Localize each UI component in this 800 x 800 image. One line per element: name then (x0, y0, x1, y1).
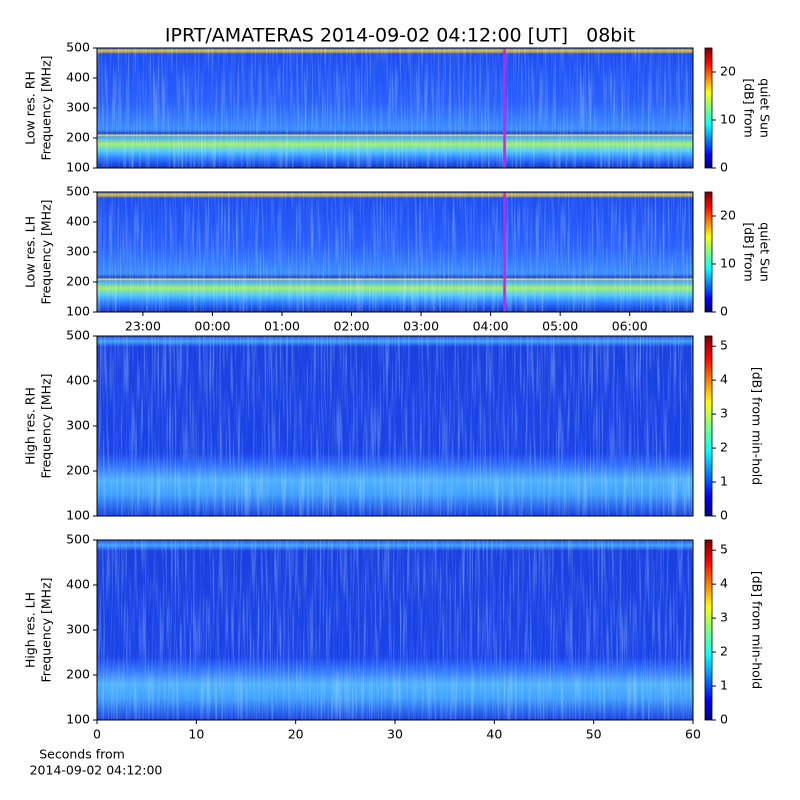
colorbar-tick-label: 3 (720, 610, 728, 625)
x-tick-label: 40 (486, 727, 502, 742)
colorbar-tick-label: 10 (720, 256, 736, 271)
x-tick-label: 23:00 (125, 319, 161, 334)
y-tick-label: 200 (66, 667, 90, 682)
y-tick-label: 100 (66, 160, 90, 175)
colorbar-tick-label: 0 (720, 712, 728, 727)
y-tick-label: 300 (66, 622, 90, 637)
colorbar-tick-label: 20 (720, 208, 736, 223)
y-tick-label: 300 (66, 100, 90, 115)
colorbar-label: [dB] from (742, 78, 757, 137)
colorbar-tick-label: 1 (720, 678, 728, 693)
colorbar (704, 47, 713, 169)
x-tick-label: 20 (288, 727, 304, 742)
y-tick-label: 300 (66, 418, 90, 433)
colorbar-tick-label: 0 (720, 160, 728, 175)
x-axis-label: 2014-09-02 04:12:00 (30, 763, 163, 778)
y-axis-label: Frequency [MHz] (39, 577, 54, 682)
chart-title: IPRT/AMATERAS 2014-09-02 04:12:00 [UT] 0… (165, 25, 635, 47)
y-tick-label: 100 (66, 304, 90, 319)
x-tick-label: 50 (586, 727, 602, 742)
colorbar-tick-label: 1 (720, 474, 728, 489)
y-tick-label: 500 (66, 40, 90, 55)
colorbar (704, 335, 713, 517)
y-axis-label: Frequency [MHz] (39, 199, 54, 304)
x-tick-label: 03:00 (403, 319, 439, 334)
y-tick-label: 500 (66, 328, 90, 343)
y-tick-label: 400 (66, 214, 90, 229)
colorbar-label: quiet Sun (758, 222, 773, 282)
x-axis-label: Seconds from (39, 747, 125, 762)
colorbar (704, 539, 713, 721)
y-tick-label: 200 (66, 463, 90, 478)
y-axis-label: Frequency [MHz] (39, 373, 54, 478)
spectrogram-texture (97, 192, 693, 312)
x-tick-label: 0 (93, 727, 101, 742)
spectrogram-texture (97, 48, 693, 168)
y-tick-label: 100 (66, 712, 90, 727)
panels: IPRT/AMATERAS 2014-09-02 04:12:00 [UT] 0… (23, 25, 773, 778)
colorbar-tick-label: 2 (720, 440, 728, 455)
colorbar-label: [dB] from (742, 222, 757, 281)
colorbar-tick-label: 3 (720, 406, 728, 421)
colorbar-tick-label: 20 (720, 64, 736, 79)
x-tick-label: 05:00 (542, 319, 578, 334)
y-tick-label: 500 (66, 532, 90, 547)
y-tick-label: 200 (66, 274, 90, 289)
y-tick-label: 500 (66, 184, 90, 199)
colorbar-tick-label: 5 (720, 338, 728, 353)
x-tick-label: 02:00 (334, 319, 370, 334)
x-tick-label: 60 (685, 727, 701, 742)
colorbar (704, 191, 713, 313)
y-axis-label: Frequency [MHz] (39, 55, 54, 160)
colorbar-label: [dB] from min-hold (750, 571, 765, 689)
y-axis-label: High res. RH (23, 387, 38, 465)
colorbar-label: [dB] from min-hold (750, 367, 765, 485)
colorbar-tick-label: 4 (720, 576, 728, 591)
y-tick-label: 200 (66, 130, 90, 145)
y-axis-label: Low res. RH (23, 71, 38, 145)
colorbar-tick-label: 4 (720, 372, 728, 387)
y-tick-label: 400 (66, 373, 90, 388)
y-tick-label: 400 (66, 577, 90, 592)
y-axis-label: Low res. LH (23, 216, 38, 288)
x-tick-label: 04:00 (473, 319, 509, 334)
x-tick-label: 30 (387, 727, 403, 742)
colorbar-label: quiet Sun (758, 78, 773, 138)
y-tick-label: 100 (66, 508, 90, 523)
x-tick-label: 06:00 (612, 319, 648, 334)
spectrogram-texture (97, 336, 693, 516)
x-tick-label: 10 (188, 727, 204, 742)
colorbar-tick-label: 0 (720, 304, 728, 319)
colorbar-tick-label: 10 (720, 112, 736, 127)
x-tick-label: 00:00 (194, 319, 230, 334)
y-tick-label: 400 (66, 70, 90, 85)
y-axis-label: High res. LH (23, 592, 38, 668)
colorbar-tick-label: 2 (720, 644, 728, 659)
colorbar-tick-label: 5 (720, 542, 728, 557)
x-tick-label: 01:00 (264, 319, 300, 334)
spectrogram-texture (97, 540, 693, 720)
colorbar-tick-label: 0 (720, 508, 728, 523)
y-tick-label: 300 (66, 244, 90, 259)
